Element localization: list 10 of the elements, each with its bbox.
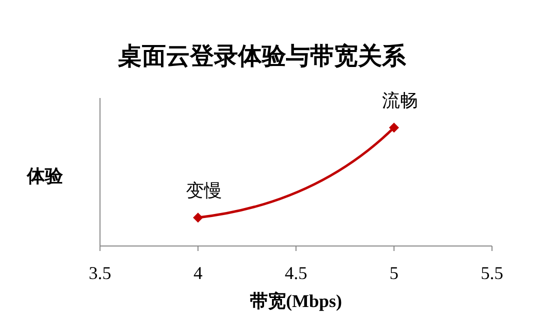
x-axis-title: 带宽(Mbps) bbox=[250, 291, 342, 311]
y-axis-title: 体验 bbox=[26, 166, 64, 186]
x-tick-label: 5 bbox=[390, 263, 398, 283]
x-tick-label: 5.5 bbox=[480, 263, 504, 283]
annotation: 流畅 bbox=[382, 90, 418, 111]
x-tick-label: 4.5 bbox=[284, 263, 308, 283]
annotation: 变慢 bbox=[186, 180, 222, 201]
x-tick-label: 4 bbox=[194, 263, 202, 283]
chart-title: 桌面云登录体验与带宽关系 bbox=[117, 43, 407, 70]
x-tick-label: 3.5 bbox=[88, 263, 112, 283]
